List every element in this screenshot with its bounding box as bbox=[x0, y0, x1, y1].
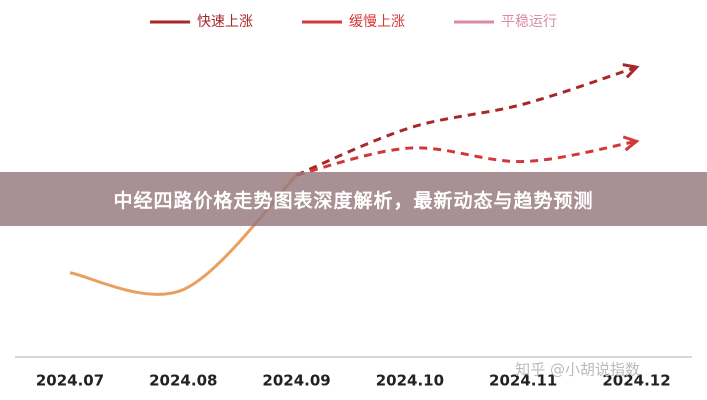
x-tick-label: 2024.12 bbox=[602, 372, 670, 390]
arrow-head bbox=[622, 63, 640, 79]
x-tick-label: 2024.07 bbox=[36, 372, 104, 390]
x-tick-label: 2024.09 bbox=[262, 372, 330, 390]
line bbox=[296, 65, 637, 177]
banner-title: 中经四路价格走势图表深度解析，最新动态与趋势预测 bbox=[0, 172, 707, 226]
watermark: 知乎 @小胡说指数 bbox=[515, 361, 640, 379]
legend-label: 平稳运行 bbox=[501, 14, 557, 30]
x-tick-label: 2024.10 bbox=[376, 372, 444, 390]
line bbox=[296, 139, 637, 177]
arrow-head bbox=[622, 135, 640, 152]
legend-label: 缓慢上涨 bbox=[349, 13, 405, 30]
x-tick-label: 2024.08 bbox=[149, 372, 217, 390]
x-tick-label: 2024.11 bbox=[489, 372, 557, 390]
legend-label: 快速上涨 bbox=[197, 14, 253, 30]
